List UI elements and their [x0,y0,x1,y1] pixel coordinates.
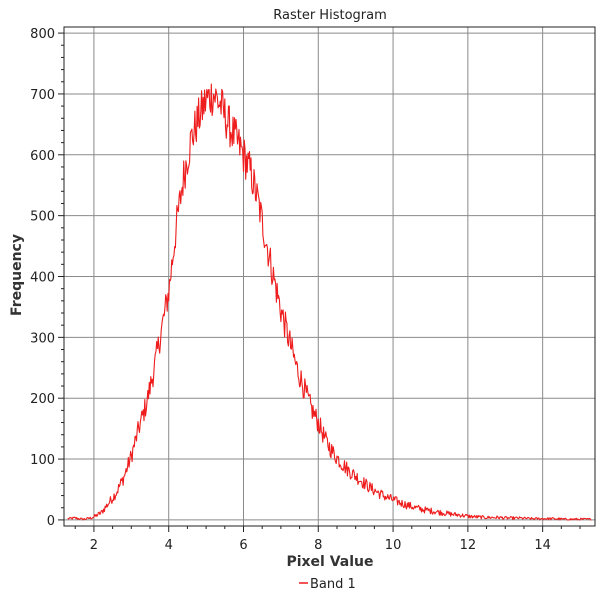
data-point [400,502,401,503]
x-tick-label: 2 [90,538,98,553]
x-tick-label: 12 [460,538,477,553]
data-point [370,488,371,489]
y-tick-label: 400 [30,271,55,286]
legend-label-band-1: Band 1 [310,577,356,592]
data-point [288,337,289,338]
y-tick-label: 600 [30,149,55,164]
data-point [75,517,76,518]
data-point [475,516,476,517]
data-point [235,139,236,140]
x-tick-label: 8 [314,538,322,553]
axis-ticks: 2 4 6 8 10 12 14 0 100 200 300 400 500 600 700 800 [30,27,581,553]
data-point [422,509,423,510]
chart-title: Raster Histogram [273,8,387,23]
data-point [258,203,259,204]
y-tick-label: 700 [30,88,55,103]
data-point [176,227,177,228]
y-tick-label: 200 [30,392,55,407]
data-point [497,517,498,518]
data-point [576,519,577,520]
data-point [415,507,416,508]
data-point [205,99,206,100]
data-point [520,517,521,518]
x-tick-label: 6 [239,538,247,553]
data-point [531,518,532,519]
data-point [385,496,386,497]
data-point [445,513,446,514]
data-point [460,514,461,515]
data-point [108,502,109,503]
y-tick-label: 100 [30,453,55,468]
y-axis-title: Frequency [9,234,25,316]
data-point [452,514,453,515]
data-point [295,364,296,365]
data-point [243,154,244,155]
data-point [67,518,68,519]
data-point [183,175,184,176]
data-point [542,518,543,519]
data-point [437,511,438,512]
data-point [250,172,251,173]
data-point [273,276,274,277]
data-point [168,291,169,292]
data-point [486,517,487,518]
data-point [508,517,509,518]
data-point [213,93,214,94]
data-point [553,518,554,519]
data-point [363,482,364,483]
data-point [93,516,94,517]
series-line-band-1 [67,83,592,521]
data-point [131,455,132,456]
y-tick-label: 300 [30,331,55,346]
y-tick-label: 500 [30,210,55,225]
data-point [82,519,83,520]
legend: Band 1 [299,577,356,592]
grid-lines [64,27,595,526]
data-point [564,519,565,520]
data-point [348,469,349,470]
data-point [378,492,379,493]
data-point [325,440,326,441]
data-point [123,477,124,478]
data-point [280,309,281,310]
data-point [90,517,91,518]
data-point [228,124,229,125]
data-point [138,428,139,429]
data-point [146,404,147,405]
data-point [191,139,192,140]
data-point [101,512,102,513]
data-point [340,462,341,463]
data-point [303,385,304,386]
data-point [220,106,221,107]
data-point [467,516,468,517]
x-tick-label: 14 [534,538,551,553]
x-axis-title: Pixel Value [286,554,373,570]
data-point [198,118,199,119]
x-tick-label: 4 [165,538,173,553]
data-point [116,492,117,493]
data-point [333,452,334,453]
data-point [430,510,431,511]
data-point [392,499,393,500]
y-tick-label: 800 [30,27,55,42]
data-point [591,519,592,520]
data-point [407,505,408,506]
x-tick-label: 10 [385,538,402,553]
data-point [161,331,162,332]
series-layer [67,83,592,521]
data-point [355,476,356,477]
data-point [153,370,154,371]
data-point [310,407,311,408]
data-point [265,239,266,240]
data-point [318,422,319,423]
y-tick-label: 0 [47,514,55,529]
